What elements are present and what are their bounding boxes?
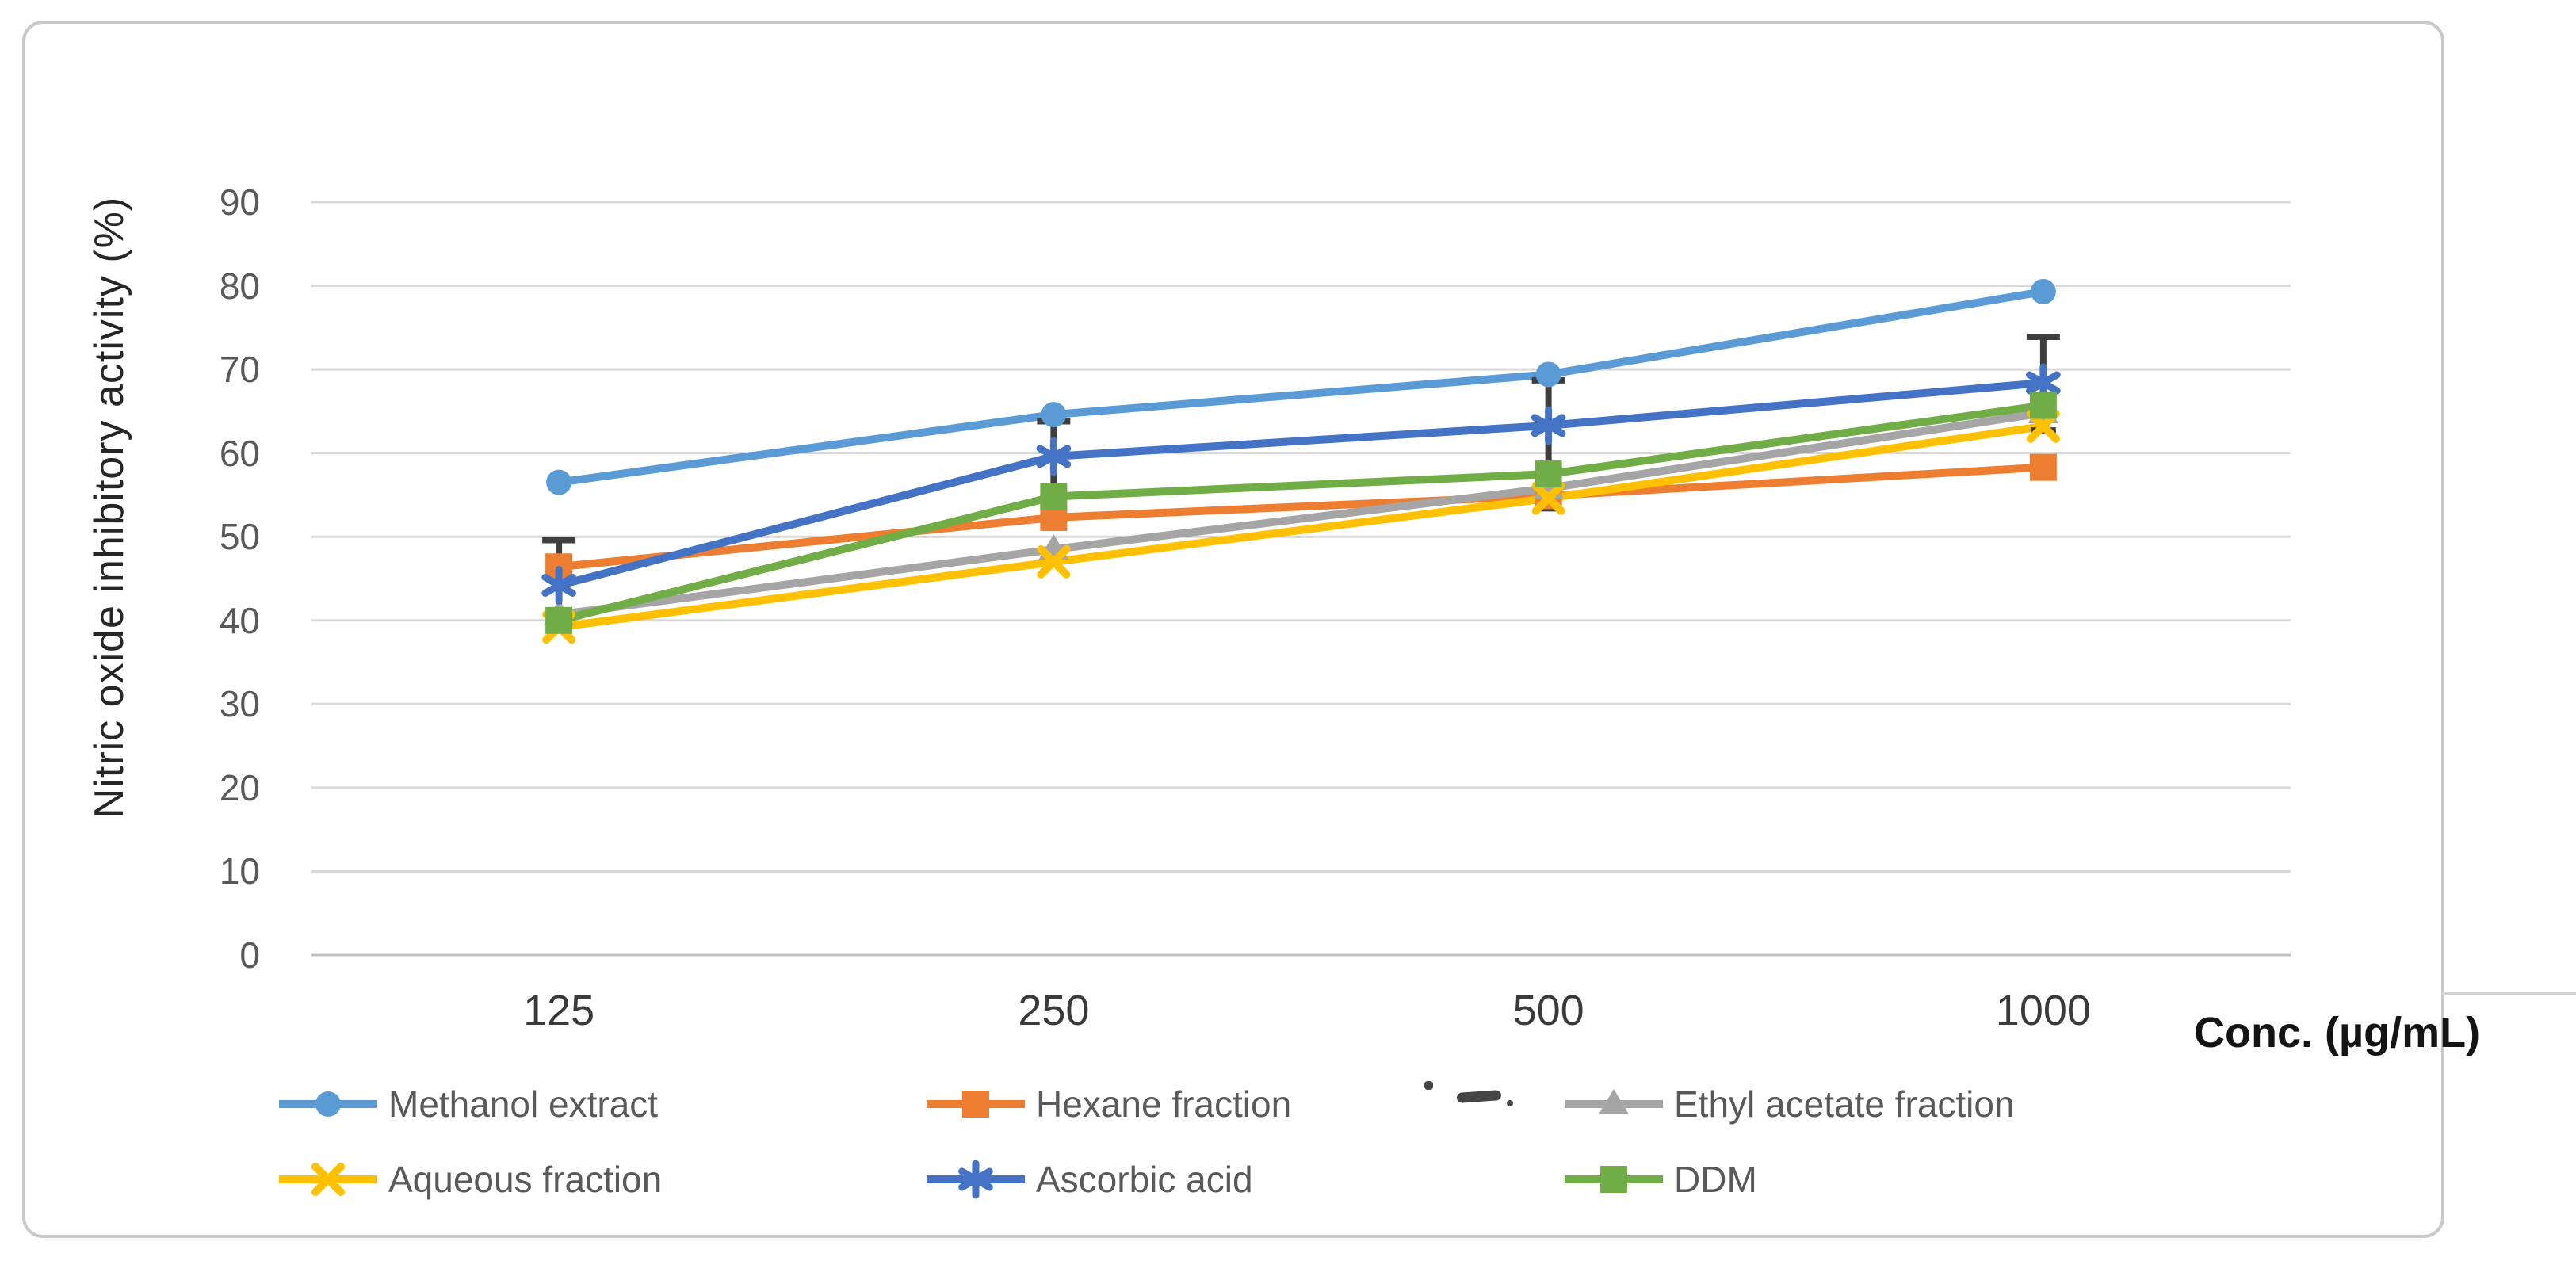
x-axis-title: Conc. (µg/mL) xyxy=(2194,1009,2481,1056)
square-marker xyxy=(962,1091,989,1118)
ink-smudge-artifact xyxy=(1507,1100,1513,1106)
y-tick-label: 10 xyxy=(219,850,260,892)
y-tick-label: 70 xyxy=(219,349,260,391)
circle-marker xyxy=(2030,278,2056,304)
asterisk-marker xyxy=(1036,445,1072,468)
x-marker xyxy=(311,1163,345,1196)
legend-label: Ethyl acetate fraction xyxy=(1674,1083,2015,1125)
x-marker xyxy=(1037,544,1071,579)
square-marker xyxy=(2029,392,2057,419)
legend-swatch xyxy=(927,1160,1025,1199)
asterisk-marker xyxy=(2026,371,2061,395)
square-marker xyxy=(1535,460,1562,488)
triangle-marker xyxy=(1599,1089,1629,1114)
legend-swatch xyxy=(279,1163,377,1196)
x-tick-label: 125 xyxy=(523,987,595,1034)
y-tick-label: 20 xyxy=(219,766,260,808)
legend-label: Hexane fraction xyxy=(1036,1083,1292,1125)
circle-marker xyxy=(1041,402,1067,428)
series-line xyxy=(555,287,2047,487)
series-line xyxy=(555,422,2047,632)
y-tick-label: 0 xyxy=(239,934,260,976)
legend-item: Ascorbic acid xyxy=(923,1155,1253,1204)
square-marker xyxy=(2029,453,2057,481)
y-tick-label: 40 xyxy=(219,599,260,641)
frame-line-stub xyxy=(2441,992,2576,995)
legend-swatch xyxy=(279,1091,377,1117)
legend-item: Methanol extract xyxy=(276,1079,658,1129)
y-tick-label: 50 xyxy=(219,516,260,558)
series-line xyxy=(555,463,2047,571)
series-line xyxy=(555,401,2047,625)
square-marker xyxy=(1600,1166,1627,1193)
asterisk-marker xyxy=(958,1167,993,1191)
series-line xyxy=(555,409,2047,619)
circle-marker xyxy=(315,1091,341,1117)
figure-border xyxy=(22,21,2444,1238)
legend-label: DDM xyxy=(1674,1159,1757,1200)
ink-smudge-artifact xyxy=(1424,1081,1433,1090)
legend-item: Aqueous fraction xyxy=(276,1155,662,1204)
legend-swatch xyxy=(927,1091,1025,1118)
legend-item: Ethyl acetate fraction xyxy=(1561,1079,2015,1129)
legend-label: Aqueous fraction xyxy=(388,1159,663,1200)
square-marker xyxy=(1040,483,1068,510)
asterisk-marker xyxy=(541,573,576,597)
asterisk-marker xyxy=(1531,414,1566,437)
legend-swatch xyxy=(1565,1166,1663,1193)
legend-label: Ascorbic acid xyxy=(1036,1159,1253,1200)
x-tick-label: 500 xyxy=(1512,987,1584,1034)
legend-label: Methanol extract xyxy=(388,1083,659,1125)
legend-item: Hexane fraction xyxy=(923,1079,1291,1129)
legend-swatch xyxy=(1565,1089,1663,1114)
square-marker xyxy=(545,606,573,634)
x-tick-label: 1000 xyxy=(1995,987,2091,1034)
x-marker xyxy=(1531,481,1565,515)
circle-marker xyxy=(546,469,572,495)
y-tick-label: 60 xyxy=(219,432,260,474)
series-line xyxy=(555,379,2047,590)
circle-marker xyxy=(1535,361,1561,388)
x-tick-label: 250 xyxy=(1018,987,1090,1034)
y-tick-label: 30 xyxy=(219,683,260,725)
y-tick-label: 80 xyxy=(219,265,260,307)
y-tick-label: 90 xyxy=(219,181,260,223)
legend-item: DDM xyxy=(1561,1155,1757,1204)
